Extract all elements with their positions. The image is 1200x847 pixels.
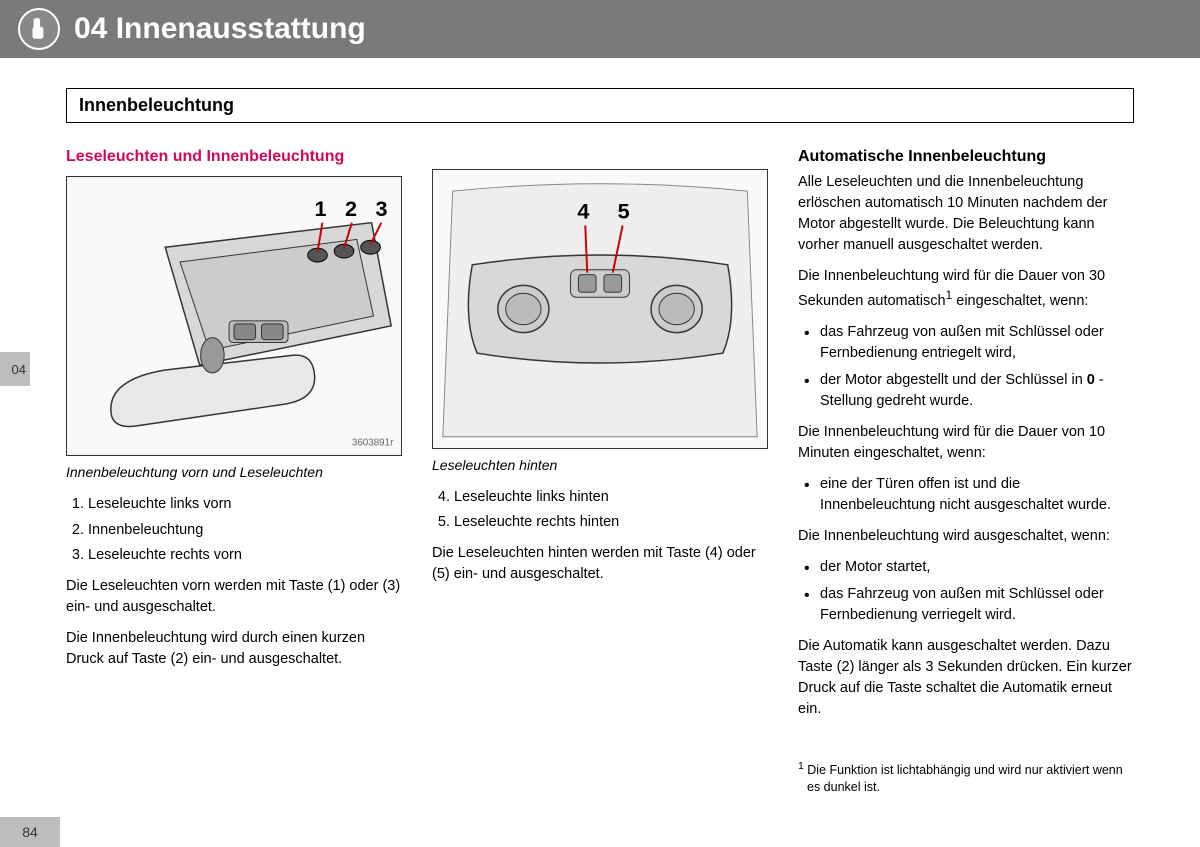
chapter-title: 04 Innenausstattung xyxy=(74,12,366,46)
column-2: 4 5 Leseleuchten hinten Leseleuchte link… xyxy=(432,145,768,796)
list-item: das Fahrzeug von außen mit Schlüssel ode… xyxy=(798,584,1134,626)
list-item: Leseleuchte links hinten xyxy=(454,487,768,508)
paragraph: Alle Leseleuchten und die Innenbeleuchtu… xyxy=(798,172,1134,256)
list-item: Leseleuchte rechts hinten xyxy=(454,512,768,533)
section-title-box: Innenbeleuchtung xyxy=(66,88,1134,123)
bullet-list: das Fahrzeug von außen mit Schlüssel ode… xyxy=(798,322,1134,412)
paragraph: Die Innenbeleuchtung wird für die Dauer … xyxy=(798,422,1134,464)
chapter-header: 04 Innenausstattung xyxy=(0,0,1200,58)
caption-rear: Leseleuchten hinten xyxy=(432,455,768,475)
bullet-list: eine der Türen offen ist und die Innenbe… xyxy=(798,474,1134,516)
content-columns: Leseleuchten und Innenbeleuchtung xyxy=(66,145,1134,796)
list-item: der Motor startet, xyxy=(798,557,1134,578)
paragraph: Die Automatik kann ausgeschaltet werden.… xyxy=(798,636,1134,720)
svg-text:2: 2 xyxy=(345,196,357,221)
list-item: Innenbeleuchtung xyxy=(88,520,402,541)
figure-rear-lights: 4 5 xyxy=(432,169,768,449)
list-item: Leseleuchte links vorn xyxy=(88,494,402,515)
caption-front: Innenbeleuchtung vorn und Leseleuchten xyxy=(66,462,402,482)
paragraph: Die Leseleuchten vorn werden mit Taste (… xyxy=(66,576,402,618)
svg-text:3: 3 xyxy=(375,196,387,221)
column-3: Automatische Innenbeleuchtung Alle Lesel… xyxy=(798,145,1134,796)
svg-text:3603891r: 3603891r xyxy=(352,438,394,449)
paragraph: Die Innenbeleuchtung wird ausgeschaltet,… xyxy=(798,526,1134,547)
page-number: 84 xyxy=(0,817,60,847)
paragraph: Die Leseleuchten hinten werden mit Taste… xyxy=(432,543,768,585)
subheading-reading-lights: Leseleuchten und Innenbeleuchtung xyxy=(66,145,402,168)
svg-text:1: 1 xyxy=(315,196,327,221)
list-item: der Motor abgestellt und der Schlüssel i… xyxy=(798,370,1134,412)
list-item: eine der Türen offen ist und die Innenbe… xyxy=(798,474,1134,516)
column-1: Leseleuchten und Innenbeleuchtung xyxy=(66,145,402,796)
paragraph: Die Innenbeleuchtung wird für die Dauer … xyxy=(798,266,1134,312)
seat-icon xyxy=(18,8,60,50)
list-item: das Fahrzeug von außen mit Schlüssel ode… xyxy=(798,322,1134,364)
svg-text:5: 5 xyxy=(618,199,630,224)
bullet-list: der Motor startet, das Fahrzeug von auße… xyxy=(798,557,1134,626)
list-rear: Leseleuchte links hinten Leseleuchte rec… xyxy=(454,487,768,533)
svg-text:4: 4 xyxy=(577,199,589,224)
footnote: 1 Die Funktion ist lichtabhängig und wir… xyxy=(798,760,1134,796)
side-tab: 04 xyxy=(0,352,30,386)
paragraph: Die Innenbeleuchtung wird durch einen ku… xyxy=(66,628,402,670)
list-front: Leseleuchte links vorn Innenbeleuchtung … xyxy=(88,494,402,565)
list-item: Leseleuchte rechts vorn xyxy=(88,545,402,566)
figure-front-lights: 1 2 3 3603891r xyxy=(66,176,402,456)
section-title: Innenbeleuchtung xyxy=(79,95,1121,116)
subheading-auto: Automatische Innenbeleuchtung xyxy=(798,145,1134,168)
